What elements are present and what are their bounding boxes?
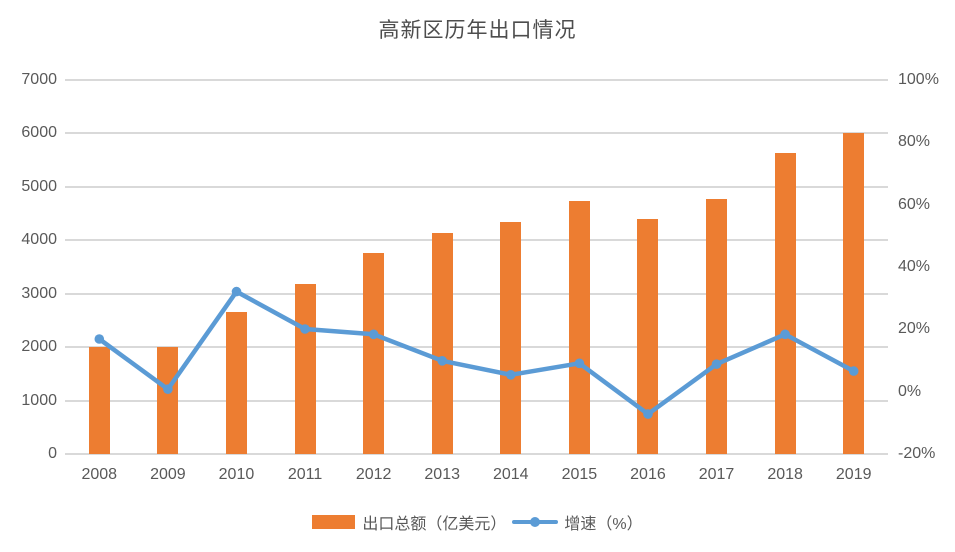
gridline — [65, 239, 888, 242]
gridline — [65, 453, 888, 455]
gridline — [65, 185, 888, 188]
bar-2014 — [500, 221, 522, 454]
line-marker-2018 — [780, 329, 790, 340]
growth-line-series — [94, 286, 859, 419]
x-axis-tick-label: 2014 — [492, 466, 529, 483]
bar-2016 — [637, 219, 659, 454]
bar-2013 — [431, 232, 453, 454]
bar-2008 — [88, 347, 110, 454]
y-axis-left-tick-label: 6000 — [21, 124, 57, 142]
x-axis-tick-label: 2019 — [835, 466, 872, 483]
line-marker-2019 — [848, 366, 859, 376]
y-axis-left-tick-label: 4000 — [21, 231, 57, 249]
line-marker-2011 — [300, 324, 310, 334]
x-axis-tick-label: 2017 — [698, 466, 735, 483]
line-marker-2010 — [231, 286, 242, 297]
bar-2015 — [568, 201, 590, 454]
chart-title: 高新区历年出口情况 — [378, 18, 577, 42]
bar-2017 — [706, 199, 728, 454]
gridline — [65, 79, 888, 81]
y-axis-left-tick-label: 3000 — [21, 284, 57, 302]
line-marker-2008 — [94, 334, 105, 344]
bar-series-swatch-icon — [312, 515, 356, 529]
line-marker-2016 — [643, 409, 653, 419]
legend-item-bar-series: 出口总额（亿美元） — [312, 510, 506, 534]
y-axis-right-tick-label: -20% — [898, 445, 936, 462]
x-axis-tick-label: 2008 — [81, 466, 118, 483]
x-axis-tick-label: 2009 — [150, 466, 186, 483]
gridline — [65, 399, 888, 402]
x-axis-tick-label: 2018 — [767, 466, 803, 483]
y-axis-left-tick-label: 5000 — [21, 177, 57, 195]
y-axis-right-tick-label: 80% — [898, 133, 931, 151]
x-axis-tick-label: 2016 — [630, 466, 666, 483]
x-axis-tick-label: 2010 — [218, 466, 255, 483]
y-axis-right-tick-label: 40% — [898, 258, 931, 275]
line-marker-2015 — [574, 358, 585, 369]
gridline — [65, 292, 888, 295]
line-series-swatch-icon — [512, 515, 559, 529]
legend-bar-label: 出口总额（亿美元） — [362, 516, 507, 533]
line-marker-2012 — [368, 329, 379, 340]
x-axis-tick-label: 2012 — [355, 466, 392, 483]
gridline — [65, 346, 888, 349]
y-axis-right-tick-label: 0% — [898, 382, 922, 400]
gridline — [65, 132, 888, 135]
y-axis-left-tick-label: 1000 — [21, 391, 57, 409]
growth-line — [97, 289, 856, 417]
y-axis-right-tick-label: 20% — [898, 320, 931, 338]
y-axis-left-tick-label: 7000 — [21, 71, 57, 88]
x-axis-tick-label: 2015 — [561, 466, 598, 483]
x-axis-tick-label: 2013 — [424, 466, 460, 483]
legend-line-label: 增速（%） — [564, 516, 643, 533]
legend: 出口总额（亿美元） 增速（%） — [0, 507, 955, 537]
line-marker-2017 — [711, 359, 722, 370]
y-axis-left-tick-label: 2000 — [21, 338, 57, 356]
y-axis-right-tick-label: 60% — [898, 195, 931, 213]
x-axis-tick-label: 2011 — [287, 466, 323, 483]
bar-2018 — [774, 152, 796, 454]
bar-2009 — [157, 346, 179, 454]
legend-item-line-series: 增速（%） — [506, 510, 643, 534]
plot-area — [65, 79, 888, 455]
line-marker-2014 — [506, 370, 516, 380]
bar-2012 — [363, 252, 385, 454]
line-marker-2013 — [437, 356, 448, 366]
y-axis-left-tick-label: 0 — [48, 445, 57, 462]
bar-2019 — [843, 133, 865, 454]
line-marker-2009 — [163, 384, 173, 395]
bar-2010 — [225, 312, 247, 454]
y-axis-right-tick-label: 100% — [898, 71, 939, 88]
